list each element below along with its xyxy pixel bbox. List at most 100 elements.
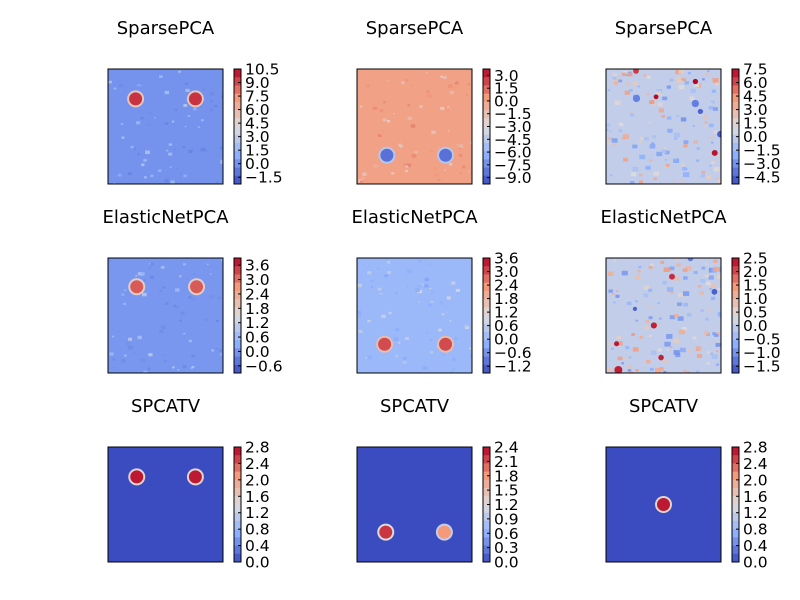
colorbar-segment: [234, 290, 241, 300]
colorbar: 2.82.42.01.61.20.80.40.0: [233, 439, 270, 572]
noise-pixel: [168, 152, 173, 156]
noise-pixel: [141, 163, 145, 167]
noise-pixel: [143, 279, 146, 282]
noise-pixel: [441, 352, 446, 356]
colorbar-segment: [483, 101, 490, 111]
noise-hotspot: [669, 273, 675, 280]
noise-pixel: [675, 258, 680, 261]
noise-pixel: [447, 109, 449, 112]
noise-pixel: [453, 86, 458, 89]
noise-pixel: [193, 107, 197, 111]
noise-pixel: [469, 347, 472, 350]
noise-pixel: [661, 114, 666, 118]
noise-pixel: [209, 295, 214, 299]
colorbar-tick-label: 2.4: [494, 277, 519, 295]
colorbar-segment: [234, 479, 241, 489]
noise-pixel: [117, 173, 122, 177]
noise-pixel: [630, 113, 635, 117]
noise-pixel: [685, 266, 692, 271]
noise-pixel: [629, 89, 633, 92]
colorbar-segment: [732, 340, 739, 349]
colorbar: 10.59.07.56.04.53.01.50.0−1.5: [233, 61, 283, 187]
axes-frame: [605, 257, 722, 374]
noise-pixel: [214, 105, 218, 108]
noise-pixel: [649, 367, 654, 371]
noise-pixel: [457, 292, 460, 294]
noise-pixel: [680, 179, 685, 183]
noise-pixel: [663, 359, 669, 364]
noise-pixel: [631, 333, 635, 336]
noise-pixel: [660, 260, 665, 264]
colorbar-tick-label: −1.2: [494, 358, 532, 376]
noise-pixel: [130, 146, 134, 149]
noise-pixel: [713, 130, 719, 134]
noise-pixel: [683, 124, 686, 127]
subplot-6: ElasticNetPCA 2.52.01.51.00.50.0−0.5−1.0−…: [600, 207, 780, 376]
noise-pixel: [683, 302, 688, 307]
noise-pixel: [716, 363, 720, 366]
noise-pixel: [447, 84, 453, 88]
noise-pixel: [683, 144, 688, 148]
colorbar-segment: [732, 488, 739, 497]
noise-pixel: [664, 165, 667, 168]
colorbar-segment: [234, 307, 241, 316]
noise-pixel: [683, 140, 689, 144]
noise-pixel: [690, 88, 697, 93]
noise-pixel: [367, 355, 373, 360]
noise-pixel: [393, 337, 399, 341]
noise-pixel: [666, 116, 672, 120]
noise-pixel: [161, 325, 166, 330]
noise-pixel: [687, 349, 692, 353]
noise-pixel: [190, 367, 193, 370]
colorbar-segment: [234, 93, 241, 103]
noise-pixel: [715, 352, 718, 355]
noise-pixel: [120, 358, 126, 362]
noise-pixel: [204, 318, 208, 321]
noise-pixel: [708, 106, 714, 110]
noise-pixel: [182, 146, 186, 149]
noise-pixel: [627, 365, 632, 369]
noise-pixel: [623, 357, 627, 361]
noise-pixel: [159, 290, 162, 292]
noise-pixel: [621, 270, 628, 276]
noise-pixel: [660, 93, 663, 95]
noise-pixel: [164, 360, 167, 363]
noise-pixel: [643, 137, 649, 141]
noise-hotspot: [711, 288, 718, 295]
heatmap-background: [108, 447, 223, 562]
noise-pixel: [658, 108, 665, 113]
noise-pixel: [659, 367, 664, 371]
noise-pixel: [121, 293, 125, 296]
noise-pixel: [621, 72, 627, 76]
noise-pixel: [717, 312, 721, 317]
colorbar: 3.63.02.41.81.20.60.0−0.6: [233, 257, 283, 375]
noise-pixel: [650, 263, 655, 267]
noise-pixel: [194, 273, 197, 275]
colorbar-tick-label: 2.8: [743, 439, 768, 457]
noise-pixel: [701, 170, 706, 174]
noise-pixel: [386, 270, 392, 275]
noise-pixel: [372, 106, 378, 110]
noise-pixel: [618, 129, 623, 133]
noise-pixel: [394, 354, 399, 358]
noise-pixel: [143, 370, 148, 373]
colorbar-segment: [234, 151, 241, 160]
subplot-title: SPCATV: [131, 396, 201, 417]
noise-pixel: [365, 357, 368, 359]
colorbar-segment: [483, 520, 490, 530]
noise-pixel: [648, 316, 653, 320]
noise-pixel: [391, 172, 395, 175]
noise-pixel: [455, 288, 460, 293]
colorbar-segment: [732, 93, 739, 103]
colorbar-tick-label: 0.6: [494, 317, 519, 335]
noise-pixel: [696, 349, 699, 351]
noise-pixel: [448, 162, 453, 166]
colorbar-tick-label: 0.5: [743, 304, 768, 322]
noise-pixel: [154, 117, 156, 119]
noise-pixel: [682, 268, 688, 273]
noise-pixel: [611, 347, 614, 350]
noise-pixel: [402, 360, 407, 364]
colorbar-segment: [732, 307, 739, 316]
noise-pixel: [183, 104, 188, 107]
noise-pixel: [698, 285, 702, 288]
